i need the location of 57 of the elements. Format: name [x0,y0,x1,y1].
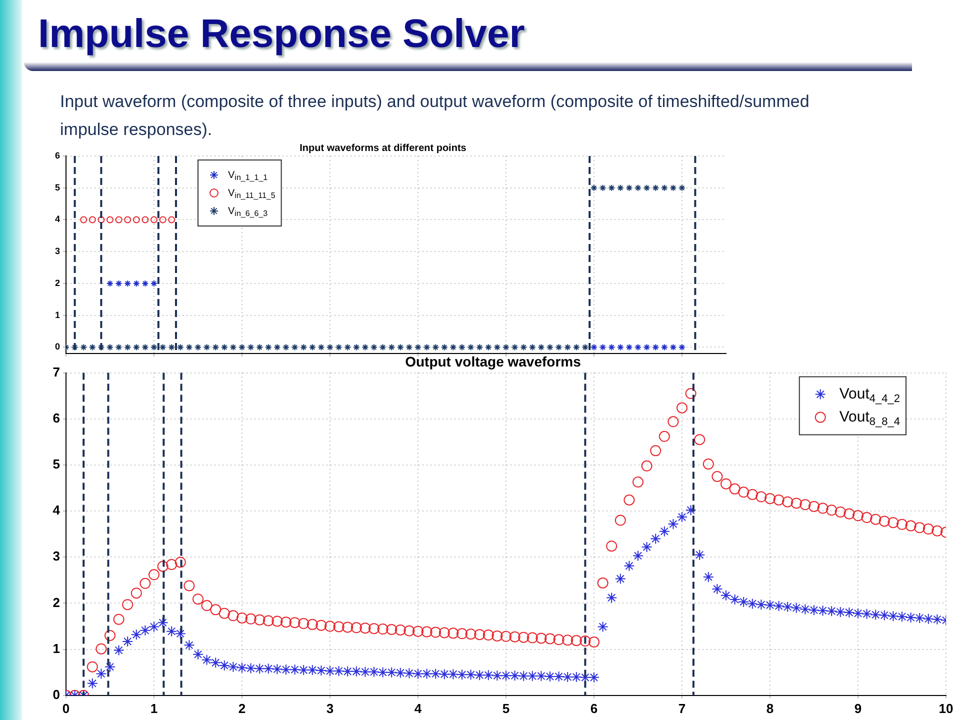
point [616,344,624,351]
point [626,344,633,351]
text: Impulse Response Solver [38,12,525,57]
point [88,216,96,224]
x-tick-label: 9 [854,700,862,716]
point [115,280,122,287]
point [115,216,122,224]
point [608,344,616,351]
point [634,344,642,351]
point [142,216,149,224]
y-tick-label: 2 [52,594,60,610]
y-tick-label: 3 [52,548,60,564]
y-tick-label: 0 [54,342,60,352]
point [98,216,105,224]
x-tick-label: 8 [766,700,774,716]
point [150,216,158,224]
x-tick-label: 5 [502,700,510,716]
x-tick-label: 6 [590,700,598,716]
chart-title: Output voltage waveforms [405,353,582,370]
y-tick-label: 1 [52,640,60,656]
point [670,344,677,351]
y-tick-label: 4 [54,214,60,224]
y-tick-label: 5 [54,182,60,192]
y-tick-label: 5 [52,456,60,472]
point [590,344,598,351]
chart-title: Input waveforms at different points [300,142,467,154]
point [599,344,606,351]
x-tick-label: 1 [150,700,158,716]
point [80,216,88,224]
point [124,280,132,287]
point [142,280,149,287]
point [652,344,660,351]
y-tick-label: 2 [54,278,60,288]
point [150,280,158,287]
y-tick-label: 3 [54,246,60,256]
x-tick-label: 7 [678,700,686,716]
point [660,344,668,351]
point [132,280,140,287]
point [106,280,114,287]
x-tick-label: 4 [414,700,422,716]
y-tick-label: 7 [52,364,60,380]
point [106,216,114,224]
x-tick-label: 3 [326,700,334,716]
text: Input waveform (composite of three inputs) and output waveform (composite of timeshifted/summed impulse responses). [60,91,810,141]
y-tick-label: 4 [52,502,61,518]
point [678,344,686,351]
point [643,344,650,351]
point [132,216,140,224]
point [168,216,176,224]
x-tick-label: 10 [938,700,954,716]
point [124,216,132,224]
y-tick-label: 6 [52,410,60,426]
y-tick-label: 1 [54,310,60,320]
y-tick-label: 6 [54,150,60,160]
point [159,216,166,224]
x-tick-label: 2 [238,700,246,716]
y-tick-label: 0 [52,686,60,702]
